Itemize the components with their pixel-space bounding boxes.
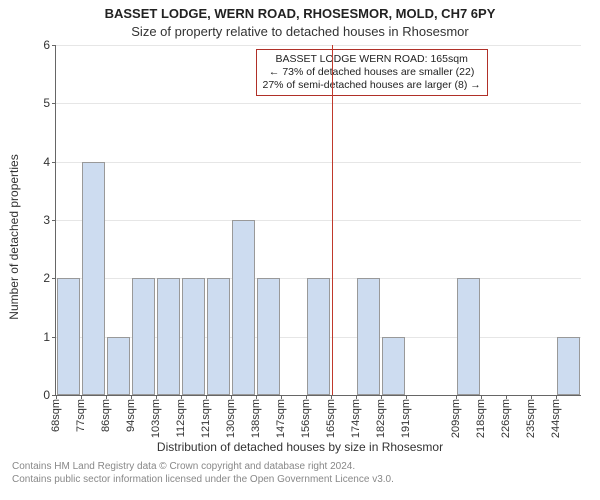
y-tick-mark: [52, 45, 56, 46]
y-axis-label-container: Number of detached properties: [4, 0, 24, 500]
reference-vline: [332, 45, 333, 395]
x-tick-label: 174sqm: [350, 399, 362, 438]
y-tick-label: 4: [43, 155, 50, 169]
x-tick-label: 156sqm: [300, 399, 312, 438]
x-tick-label: 235sqm: [525, 399, 537, 438]
chart-title-line2: Size of property relative to detached ho…: [0, 24, 600, 39]
y-axis-label: Number of detached properties: [7, 87, 21, 387]
y-tick-mark: [52, 337, 56, 338]
histogram-bar: [207, 278, 231, 395]
x-tick-label: 112sqm: [175, 399, 187, 437]
x-tick-label: 191sqm: [400, 399, 412, 438]
x-tick-label: 121sqm: [200, 399, 212, 438]
x-tick-label: 147sqm: [275, 399, 287, 438]
histogram-bar: [157, 278, 181, 395]
y-tick-mark: [52, 162, 56, 163]
histogram-bar: [382, 337, 406, 395]
x-tick-label: 138sqm: [250, 399, 262, 438]
y-tick-mark: [52, 103, 56, 104]
gridline: [56, 45, 581, 46]
y-tick-label: 6: [43, 38, 50, 52]
y-tick-label: 1: [43, 330, 50, 344]
x-tick-label: 209sqm: [450, 399, 462, 438]
histogram-bar: [557, 337, 581, 395]
y-tick-mark: [52, 220, 56, 221]
gridline: [56, 220, 581, 221]
gridline: [56, 162, 581, 163]
y-tick-label: 5: [43, 96, 50, 110]
x-tick-label: 94sqm: [125, 399, 137, 432]
x-axis-label: Distribution of detached houses by size …: [0, 440, 600, 454]
x-tick-label: 165sqm: [325, 399, 337, 438]
x-tick-label: 86sqm: [100, 399, 112, 432]
x-tick-label: 226sqm: [500, 399, 512, 438]
histogram-bar: [232, 220, 256, 395]
y-tick-mark: [52, 278, 56, 279]
footer-line2: Contains public sector information licen…: [12, 473, 394, 486]
x-tick-label: 103sqm: [150, 399, 162, 438]
y-tick-label: 3: [43, 213, 50, 227]
plot-area: BASSET LODGE WERN ROAD: 165sqm ← 73% of …: [55, 45, 581, 396]
x-tick-label: 218sqm: [475, 399, 487, 438]
y-tick-label: 0: [43, 388, 50, 402]
x-tick-label: 77sqm: [75, 399, 87, 432]
gridline: [56, 103, 581, 104]
annotation-box: BASSET LODGE WERN ROAD: 165sqm ← 73% of …: [256, 49, 488, 96]
histogram-bar: [457, 278, 481, 395]
footer-attribution: Contains HM Land Registry data © Crown c…: [12, 460, 394, 486]
annotation-line1: BASSET LODGE WERN ROAD: 165sqm: [263, 53, 481, 66]
chart-title-line1: BASSET LODGE, WERN ROAD, RHOSESMOR, MOLD…: [0, 6, 600, 21]
histogram-bar: [132, 278, 156, 395]
x-tick-label: 182sqm: [375, 399, 387, 438]
y-tick-label: 2: [43, 271, 50, 285]
figure: BASSET LODGE, WERN ROAD, RHOSESMOR, MOLD…: [0, 0, 600, 500]
histogram-bar: [182, 278, 206, 395]
x-tick-label: 244sqm: [550, 399, 562, 438]
histogram-bar: [82, 162, 106, 395]
histogram-bar: [107, 337, 131, 395]
histogram-bar: [57, 278, 81, 395]
histogram-bar: [357, 278, 381, 395]
histogram-bar: [257, 278, 281, 395]
annotation-line2: ← 73% of detached houses are smaller (22…: [263, 66, 481, 79]
annotation-line3: 27% of semi-detached houses are larger (…: [263, 79, 481, 92]
histogram-bar: [307, 278, 331, 395]
x-tick-label: 68sqm: [50, 399, 62, 432]
x-tick-label: 130sqm: [225, 399, 237, 438]
footer-line1: Contains HM Land Registry data © Crown c…: [12, 460, 394, 473]
